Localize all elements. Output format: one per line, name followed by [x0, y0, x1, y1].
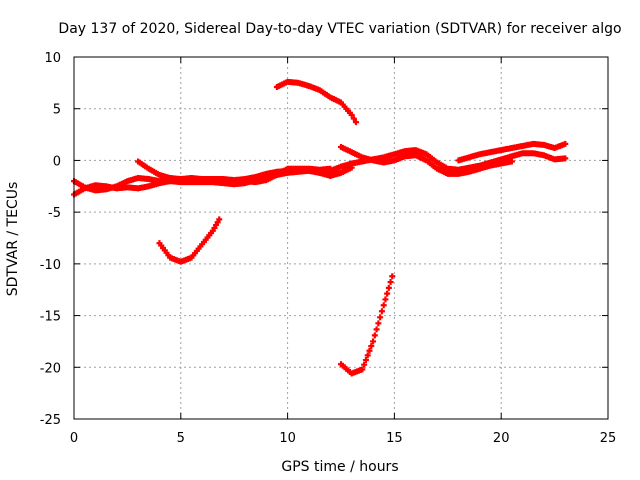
data-point	[348, 111, 355, 118]
data-point	[562, 155, 569, 162]
y-tick-label: -25	[40, 413, 61, 428]
series-arc-5	[455, 140, 569, 164]
data-series	[71, 78, 569, 377]
data-point	[384, 290, 391, 297]
data-point	[368, 343, 375, 350]
y-tick-label: 0	[53, 154, 61, 169]
data-point	[377, 314, 384, 321]
x-tick-label: 25	[600, 431, 617, 446]
data-point	[216, 216, 223, 223]
data-point	[387, 279, 394, 286]
chart-title: Day 137 of 2020, Sidereal Day-to-day VTE…	[58, 21, 621, 37]
y-tick-label: -5	[48, 206, 61, 221]
x-axis-title: GPS time / hours	[281, 459, 398, 475]
data-point	[389, 273, 396, 280]
y-tick-label: 10	[44, 51, 61, 66]
series-arc-8	[338, 273, 396, 377]
y-axis-tick-labels: -25 -20 -15 -10 -5 0 5 10	[40, 51, 61, 428]
data-point	[350, 115, 357, 122]
x-tick-label: 5	[177, 431, 185, 446]
y-tick-label: -10	[40, 258, 61, 273]
x-tick-label: 15	[386, 431, 403, 446]
y-tick-label: 5	[53, 103, 61, 118]
x-axis-tick-labels: 0 5 10 15 20 25	[70, 431, 616, 446]
data-point	[364, 352, 371, 359]
x-tick-label: 20	[493, 431, 510, 446]
data-point	[348, 164, 355, 171]
data-point	[362, 357, 369, 364]
series-arc-7	[273, 78, 359, 126]
y-tick-label: -15	[40, 310, 61, 325]
y-tick-label: -20	[40, 361, 61, 376]
x-tick-label: 0	[70, 431, 78, 446]
data-point	[562, 140, 569, 147]
data-point	[375, 320, 382, 327]
grid-lines	[74, 57, 608, 419]
data-point	[380, 302, 387, 309]
data-point	[370, 338, 377, 345]
data-point	[366, 347, 373, 354]
series-arc-6	[156, 216, 223, 265]
data-point	[371, 332, 378, 339]
data-point	[508, 158, 515, 165]
data-point	[359, 366, 366, 373]
data-point	[373, 326, 380, 333]
data-point	[385, 284, 392, 291]
data-point	[352, 119, 359, 126]
data-point	[361, 361, 368, 368]
plot-frame	[73, 56, 609, 420]
data-point	[378, 308, 385, 315]
x-tick-label: 10	[279, 431, 296, 446]
y-axis-title: SDTVAR / TECUs	[5, 182, 21, 297]
series-arc-4	[338, 143, 515, 177]
series-arc-3	[135, 158, 355, 184]
data-point	[382, 296, 389, 303]
axis-ticks	[73, 56, 609, 420]
